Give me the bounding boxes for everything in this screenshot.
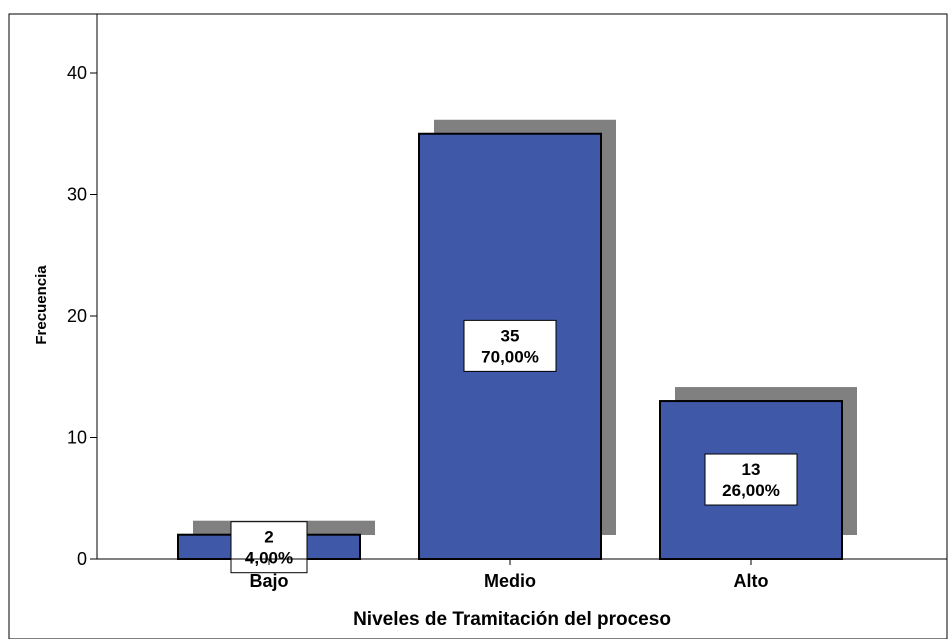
y-tick-label-20: 20	[67, 306, 87, 326]
data-label-count-bajo: 2	[264, 528, 273, 547]
data-label-percent-bajo: 4,00%	[245, 549, 293, 568]
y-tick-label-40: 40	[67, 63, 87, 83]
data-label-percent-alto: 26,00%	[722, 481, 780, 500]
x-tick-label-bajo: Bajo	[249, 571, 288, 591]
data-label-percent-medio: 70,00%	[481, 347, 539, 366]
y-tick-label-10: 10	[67, 428, 87, 448]
x-tick-label-alto: Alto	[734, 571, 769, 591]
data-label-box-alto	[704, 453, 798, 506]
data-label-count-alto: 13	[742, 460, 761, 479]
data-label-box-medio	[463, 319, 557, 372]
x-axis-title: Niveles de Tramitación del proceso	[353, 609, 671, 630]
y-axis-title: Frecuencia	[33, 265, 50, 345]
x-tick-label-medio: Medio	[484, 571, 536, 591]
y-tick-label-0: 0	[77, 549, 87, 569]
data-label-count-medio: 35	[501, 326, 520, 345]
y-tick-label-30: 30	[67, 185, 87, 205]
